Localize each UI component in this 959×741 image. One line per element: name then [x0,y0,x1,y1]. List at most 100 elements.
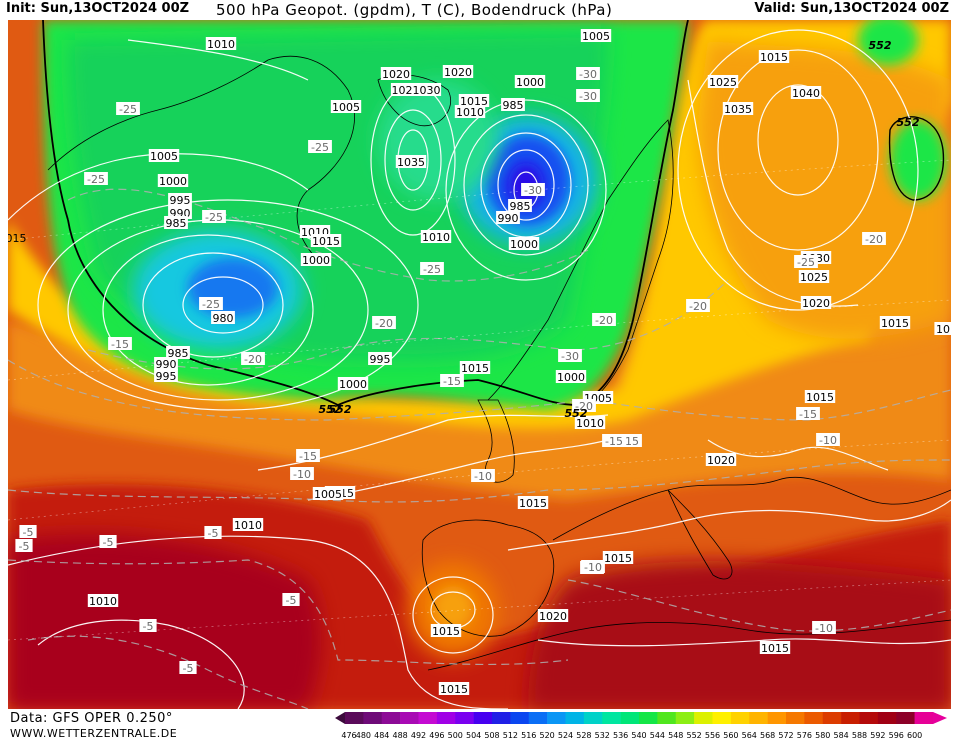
temp-label-bg [179,661,197,674]
temp-label-bg [204,526,222,539]
pressure-label-text: 1015 [806,391,834,404]
temp-label-7: -30 [521,183,545,197]
colorbar-cell-0 [345,712,364,724]
pressure-label-23: 1000 [300,253,332,267]
pressure-label-text: 1020 [802,297,830,310]
pressure-label-30: 980 [211,311,235,325]
pressure-label-text: 1000 [510,238,538,251]
temp-label-bg [199,297,223,310]
temp-label-12: -20 [241,352,265,366]
iberia-coast [421,519,555,637]
pressure-label-text: 995 [170,194,191,207]
temp-label-text: -5 [286,594,297,607]
colorbar-cell-27 [841,712,860,724]
temp-label-text: -5 [23,526,34,539]
temp-label-text: -10 [474,470,492,483]
pressure-label-text: 1005 [150,150,178,163]
isobar-scand-high-1 [757,84,839,196]
colorbar-tick-label: 516 [521,731,536,740]
temp-label-bg [440,374,464,387]
pressure-label-bg [168,206,192,219]
pressure-label-bg [496,211,520,224]
pressure-label-bg [574,416,606,429]
pressure-label-44: 1020 [705,453,737,467]
temp-label-text: -10 [815,622,833,635]
colorbar-tick-label: 556 [705,731,720,740]
contour-552-ne [888,116,945,201]
pressure-label-46: 1015 [602,551,634,565]
pressure-label-bg [430,624,462,637]
pressure-label-bg [442,65,474,78]
colorbar-right-arrow [933,712,947,724]
pressure-label-bg [790,86,822,99]
temp-label-17: -20 [592,313,616,327]
isotherm-minus5 [8,559,569,666]
pressure-label-4: 1000 [514,75,546,89]
pressure-label-bg [508,199,532,212]
pressure-label-text: 985 [510,200,531,213]
pressure-label-15: 1000 [157,174,189,188]
temp-label-1: -30 [576,67,600,81]
temp-label-text: -25 [205,211,223,224]
temp-label-31: -5 [282,593,300,607]
pressure-label-39: 1010 [574,416,606,430]
temp-label-22: -10 [471,469,495,483]
colorbar-cell-23 [767,712,787,724]
colorbar-cell-31 [914,712,934,724]
colorbar-tick-label: 540 [631,731,646,740]
temp-label-bg [796,407,820,420]
temp-label-text: -20 [865,233,883,246]
temp-label-text: -5 [143,620,154,633]
colorbar-tick-label: 568 [760,731,775,740]
valid-time-label: Valid: Sun,13OCT2024 00Z [754,1,949,16]
temp-label-15: -30 [558,349,582,363]
temp-label-text: -15 [799,408,817,421]
temp-label-text: -25 [119,103,137,116]
colorbar-tick-label: 544 [650,731,665,740]
temp-label-bg [581,560,605,573]
header-bar: Init: Sun,13OCT2024 00Z 500 hPa Geopot. … [0,0,959,20]
pressure-label-text: 1010 [89,595,117,608]
pressure-label-bg [87,594,119,607]
temp-label-text: -15 [299,450,317,463]
isobar-west-980 [182,276,264,334]
pressure-label-text: 985 [168,347,189,360]
pressure-label-bg [310,234,342,247]
temp-label-bg [592,313,616,326]
colorbar-cells [335,712,947,724]
pressure-label-bg [148,149,180,162]
temp-label-20: -10 [290,467,314,481]
height-label-4: 552 [329,403,352,416]
temp-label-text: -25 [423,263,441,276]
pressure-label-bg [934,322,951,335]
temp-label-bg [862,232,886,245]
field-ne-green-top [858,20,918,65]
pressure-label-bg [514,75,546,88]
isobar-west-1005 [8,153,309,221]
colorbar-cell-16 [639,712,658,724]
temp-label-14: -20 [686,299,710,313]
temp-label-text: -20 [375,317,393,330]
pressure-label-6: 1040 [790,86,822,100]
colorbar-cell-15 [620,712,640,724]
pressure-label-text: 1015 [760,51,788,64]
chart-title: 500 hPa Geopot. (gpdm), T (C), Bodendruc… [216,1,613,19]
temp-label-bg [99,535,117,548]
isobars [8,29,951,709]
mediterranean-north [552,476,951,541]
isotherm-minus20 [87,279,729,370]
pressure-label-bg [508,237,540,250]
temp-label-4: -25 [308,140,332,154]
colorbar-tick-label: 584 [833,731,848,740]
pressure-label-text: 990 [498,212,519,225]
colorbar-tick-label: 600 [907,731,922,740]
pressure-label-bg [705,453,737,466]
temp-label-16: -15 [440,374,464,388]
temp-label-6: -25 [199,297,223,311]
temp-label-3: -30 [576,89,600,103]
temp-label-bg [576,67,600,80]
italy-coast [667,489,733,580]
pressure-label-text: 1000 [159,175,187,188]
isobar-1015-africa [537,638,951,647]
isobar-north-low-3 [463,114,589,256]
